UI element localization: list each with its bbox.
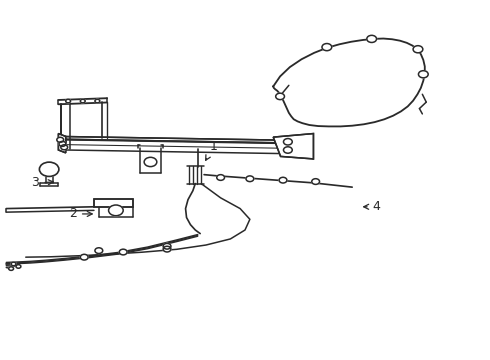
Circle shape — [80, 99, 85, 103]
Text: 4: 4 — [364, 200, 381, 213]
Circle shape — [95, 248, 103, 253]
Polygon shape — [273, 134, 314, 159]
Text: 2: 2 — [69, 207, 92, 220]
Text: 3: 3 — [31, 176, 53, 189]
Circle shape — [367, 35, 376, 42]
Circle shape — [163, 246, 171, 252]
Circle shape — [217, 175, 224, 180]
Circle shape — [61, 145, 68, 150]
Circle shape — [246, 176, 254, 181]
Circle shape — [11, 262, 16, 266]
Circle shape — [59, 141, 66, 147]
Circle shape — [9, 267, 14, 270]
Circle shape — [57, 137, 64, 142]
Text: 1: 1 — [206, 140, 217, 160]
Circle shape — [119, 249, 127, 255]
Circle shape — [284, 139, 292, 145]
Polygon shape — [58, 136, 281, 143]
Circle shape — [144, 157, 157, 167]
Circle shape — [413, 46, 423, 53]
Circle shape — [109, 205, 123, 216]
Circle shape — [279, 177, 287, 183]
Circle shape — [312, 179, 319, 184]
Polygon shape — [58, 134, 66, 153]
Circle shape — [95, 99, 100, 103]
Circle shape — [276, 93, 285, 100]
Circle shape — [66, 99, 71, 103]
Polygon shape — [94, 199, 133, 207]
Circle shape — [322, 44, 332, 51]
Circle shape — [163, 243, 171, 249]
Circle shape — [39, 162, 59, 176]
Circle shape — [16, 265, 21, 268]
Circle shape — [418, 71, 428, 78]
Circle shape — [80, 254, 88, 260]
Circle shape — [284, 147, 292, 153]
